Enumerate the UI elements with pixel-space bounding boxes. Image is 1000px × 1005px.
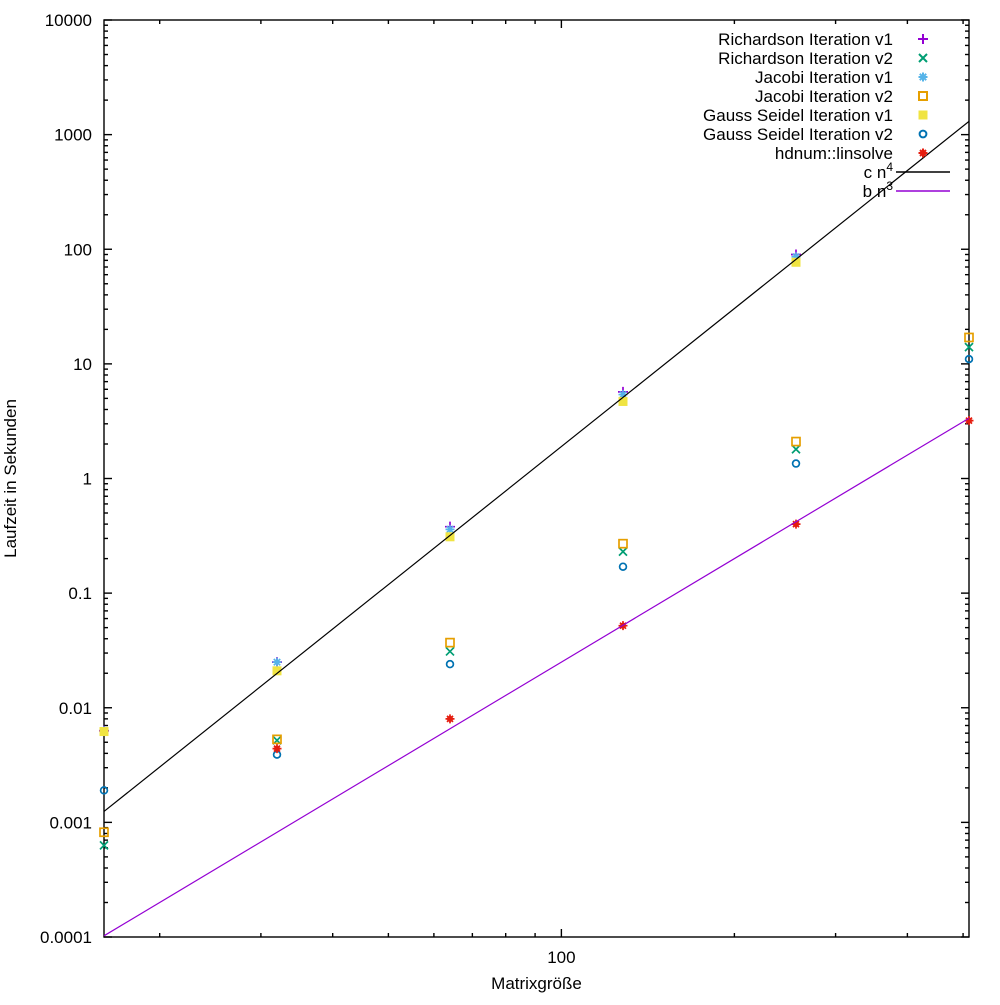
y-axis-tick-label: 10000 (45, 11, 92, 30)
y-axis-tick-label: 0.0001 (40, 928, 92, 947)
open-circle-marker (964, 354, 974, 364)
asterisk-marker (445, 524, 455, 534)
legend-marker-jacobi-iteration-v2 (918, 91, 928, 101)
open-square-marker (918, 91, 928, 101)
legend-label-gauss-seidel-iteration-v1: Gauss Seidel Iteration v1 (703, 106, 893, 125)
x-axis-tick-label: 100 (547, 948, 575, 967)
open-square-marker (272, 734, 282, 745)
cross-marker (918, 53, 928, 63)
legend-marker-gauss-seidel-iteration-v1 (918, 110, 928, 120)
burst-marker (791, 519, 801, 529)
legend-marker-hdnum-linsolve (918, 148, 928, 158)
x-axis-title: Matrixgröße (491, 974, 582, 993)
series-gauss-seidel-iteration-v2 (99, 354, 974, 795)
asterisk-marker (918, 72, 928, 82)
open-square-marker (791, 436, 801, 447)
cross-marker (618, 547, 628, 557)
asterisk-marker (272, 657, 282, 667)
cross-marker (791, 444, 801, 454)
filled-square-marker (99, 727, 109, 737)
open-circle-marker (791, 459, 801, 468)
series-hdnum-linsolve (272, 416, 974, 754)
series-richardson-iteration-v1 (99, 249, 801, 736)
burst-marker (272, 744, 282, 754)
legend-label-hdnum-linsolve: hdnum::linsolve (775, 144, 893, 163)
ref-line-b-n3 (103, 417, 970, 937)
y-axis-tick-label: 10 (73, 355, 92, 374)
open-square-marker (445, 637, 455, 648)
legend-marker-richardson-iteration-v1 (918, 34, 928, 44)
legend-marker-richardson-iteration-v2 (918, 53, 928, 63)
y-axis-tick-label: 0.01 (59, 699, 92, 718)
open-square-marker (964, 332, 974, 343)
y-axis-tick-label: 1 (83, 470, 92, 489)
y-axis-tick-label: 0.1 (68, 584, 92, 603)
legend-marker-gauss-seidel-iteration-v2 (918, 129, 928, 139)
legend-label-gauss-seidel-iteration-v2: Gauss Seidel Iteration v2 (703, 125, 893, 144)
open-circle-marker (918, 129, 928, 139)
open-circle-marker (99, 786, 109, 795)
legend-label-richardson-iteration-v2: Richardson Iteration v2 (718, 49, 893, 68)
filled-square-marker (272, 666, 282, 676)
legend-label-jacobi-iteration-v2: Jacobi Iteration v2 (755, 87, 893, 106)
burst-marker (964, 416, 974, 426)
burst-marker (445, 714, 455, 724)
series-richardson-iteration-v2 (99, 342, 974, 850)
y-axis-tick-label: 0.001 (49, 813, 92, 832)
cross-marker (445, 646, 455, 657)
cross-marker (964, 342, 974, 352)
filled-square-marker (445, 532, 455, 542)
open-circle-marker (618, 562, 628, 571)
legend-label-c-n4: c n4 (864, 160, 894, 182)
legend-label-jacobi-iteration-v1: Jacobi Iteration v1 (755, 68, 893, 87)
y-axis-tick-label: 100 (64, 240, 92, 259)
axis-ticks (104, 19, 969, 938)
plus-marker (918, 34, 928, 44)
legend-label-b-n3: b n3 (863, 179, 894, 201)
y-axis-tick-label: 1000 (54, 126, 92, 145)
legend-label-richardson-iteration-v1: Richardson Iteration v1 (718, 30, 893, 49)
filled-square-marker (918, 110, 928, 120)
legend-marker-jacobi-iteration-v1 (918, 72, 928, 82)
burst-marker (918, 148, 928, 158)
filled-square-marker (618, 396, 628, 406)
filled-square-marker (791, 257, 801, 267)
open-square-marker (618, 538, 628, 549)
open-square-marker (99, 827, 109, 838)
cross-marker (99, 840, 109, 850)
y-axis-title: Laufzeit in Sekunden (1, 399, 20, 558)
open-circle-marker (445, 659, 455, 669)
asterisk-marker (791, 252, 801, 262)
series-jacobi-iteration-v1 (99, 252, 801, 736)
asterisk-marker (618, 390, 628, 400)
ref-line-c-n4 (103, 120, 970, 812)
series-jacobi-iteration-v2 (99, 332, 974, 838)
series-gauss-seidel-iteration-v1 (99, 257, 801, 737)
